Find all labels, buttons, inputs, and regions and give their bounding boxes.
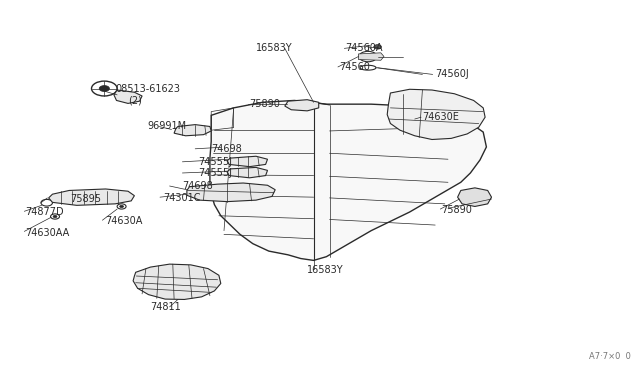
Circle shape bbox=[472, 195, 478, 199]
Text: 74301C: 74301C bbox=[163, 193, 201, 203]
Polygon shape bbox=[114, 90, 142, 103]
Text: 74555J: 74555J bbox=[198, 168, 232, 178]
Text: 08513-61623: 08513-61623 bbox=[115, 84, 180, 94]
Circle shape bbox=[220, 144, 230, 150]
Polygon shape bbox=[358, 53, 384, 60]
Text: 74560: 74560 bbox=[339, 62, 370, 72]
Text: 74698: 74698 bbox=[211, 144, 242, 154]
Polygon shape bbox=[174, 125, 211, 136]
Text: (2): (2) bbox=[128, 96, 142, 105]
Text: 75890: 75890 bbox=[442, 205, 472, 215]
Circle shape bbox=[120, 205, 124, 208]
Circle shape bbox=[292, 103, 300, 107]
Text: 74630A: 74630A bbox=[106, 217, 143, 226]
Polygon shape bbox=[458, 188, 492, 206]
Text: 74555J: 74555J bbox=[198, 157, 232, 167]
Polygon shape bbox=[49, 189, 134, 205]
Text: 74811: 74811 bbox=[150, 302, 181, 312]
Text: 96991M: 96991M bbox=[147, 122, 186, 131]
Circle shape bbox=[307, 103, 314, 107]
Text: 74630AA: 74630AA bbox=[26, 228, 70, 237]
Polygon shape bbox=[285, 100, 319, 111]
Circle shape bbox=[99, 86, 109, 92]
Polygon shape bbox=[227, 156, 268, 167]
Text: A7·7×0  0: A7·7×0 0 bbox=[589, 352, 630, 361]
Text: 74560J: 74560J bbox=[435, 70, 469, 79]
Circle shape bbox=[364, 54, 372, 59]
Text: 75890: 75890 bbox=[250, 99, 280, 109]
Text: 74560A: 74560A bbox=[346, 44, 383, 53]
Text: 74877D: 74877D bbox=[26, 207, 64, 217]
Polygon shape bbox=[387, 89, 485, 140]
Text: 16583Y: 16583Y bbox=[307, 265, 344, 275]
Text: 75895: 75895 bbox=[70, 194, 101, 204]
Polygon shape bbox=[210, 100, 486, 260]
Text: 16583Y: 16583Y bbox=[256, 44, 292, 53]
Text: 74698: 74698 bbox=[182, 181, 213, 191]
Polygon shape bbox=[133, 264, 221, 299]
Polygon shape bbox=[227, 167, 268, 178]
Circle shape bbox=[220, 176, 230, 182]
Circle shape bbox=[374, 45, 381, 49]
Polygon shape bbox=[187, 183, 275, 202]
Text: 74630E: 74630E bbox=[422, 112, 460, 122]
Circle shape bbox=[53, 215, 57, 218]
